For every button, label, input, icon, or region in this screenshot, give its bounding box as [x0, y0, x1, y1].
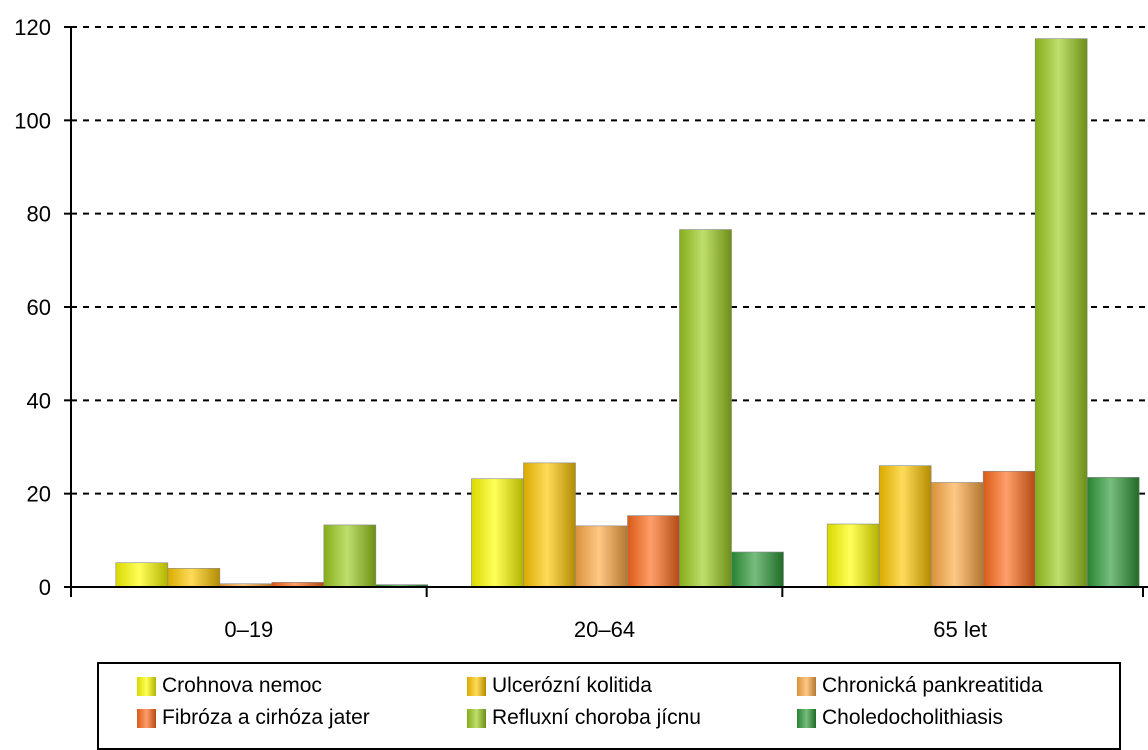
- legend-swatch: [797, 708, 816, 728]
- legend-label: Chronická pankreatitida: [822, 674, 1043, 697]
- bar: [167, 568, 221, 588]
- legend-label: Refluxní choroba jícnu: [492, 706, 701, 729]
- legend-item: Fibróza a cirhóza jater: [137, 706, 467, 730]
- legend-item: Ulcerózní kolitida: [467, 674, 797, 698]
- bar: [679, 229, 732, 588]
- bar: [471, 478, 524, 588]
- legend-swatch: [137, 676, 156, 696]
- bar: [523, 462, 576, 588]
- bar: [115, 562, 169, 588]
- x-tick-label: 65 let: [933, 617, 987, 642]
- bar: [575, 525, 628, 588]
- y-tick-label: 60: [27, 295, 51, 320]
- legend-item: Refluxní choroba jícnu: [467, 706, 797, 730]
- x-tick-label: 0–19: [224, 617, 273, 642]
- bar: [1034, 38, 1088, 588]
- y-tick-label: 0: [39, 575, 51, 600]
- x-tick-label: 20–64: [574, 617, 635, 642]
- y-tick-label: 100: [14, 108, 51, 133]
- bar: [878, 465, 932, 588]
- legend-swatch: [467, 676, 486, 696]
- legend-item: Crohnova nemoc: [137, 674, 467, 698]
- legend: Crohnova nemoc Ulcerózní kolitida Chronick…: [97, 662, 1121, 750]
- legend-label: Crohnova nemoc: [162, 674, 322, 697]
- axes: 0 20 40 60 80 100 120 0–19 20–64 65 let: [14, 15, 1148, 642]
- legend-label: Choledocholithiasis: [822, 706, 1003, 729]
- legend-item: Chronická pankreatitida: [797, 674, 1127, 698]
- legend-grid: Crohnova nemoc Ulcerózní kolitida Chronick…: [99, 664, 1119, 730]
- bar: [1086, 477, 1140, 588]
- y-tick-label: 120: [14, 15, 51, 40]
- legend-swatch: [137, 708, 156, 728]
- y-tick-label: 80: [27, 202, 51, 227]
- legend-swatch: [467, 708, 486, 728]
- bar: [323, 524, 377, 588]
- y-tick-label: 20: [27, 482, 51, 507]
- bars: [115, 38, 1140, 588]
- legend-item: Choledocholithiasis: [797, 706, 1127, 730]
- bar: [627, 515, 680, 588]
- bar: [930, 482, 984, 588]
- bar: [982, 470, 1036, 588]
- legend-label: Fibróza a cirhóza jater: [162, 706, 370, 729]
- bar: [731, 551, 784, 588]
- gridlines: [71, 26, 1148, 495]
- legend-swatch: [797, 676, 816, 696]
- bar: [826, 523, 880, 588]
- y-tick-label: 40: [27, 388, 51, 413]
- legend-label: Ulcerózní kolitida: [492, 674, 652, 697]
